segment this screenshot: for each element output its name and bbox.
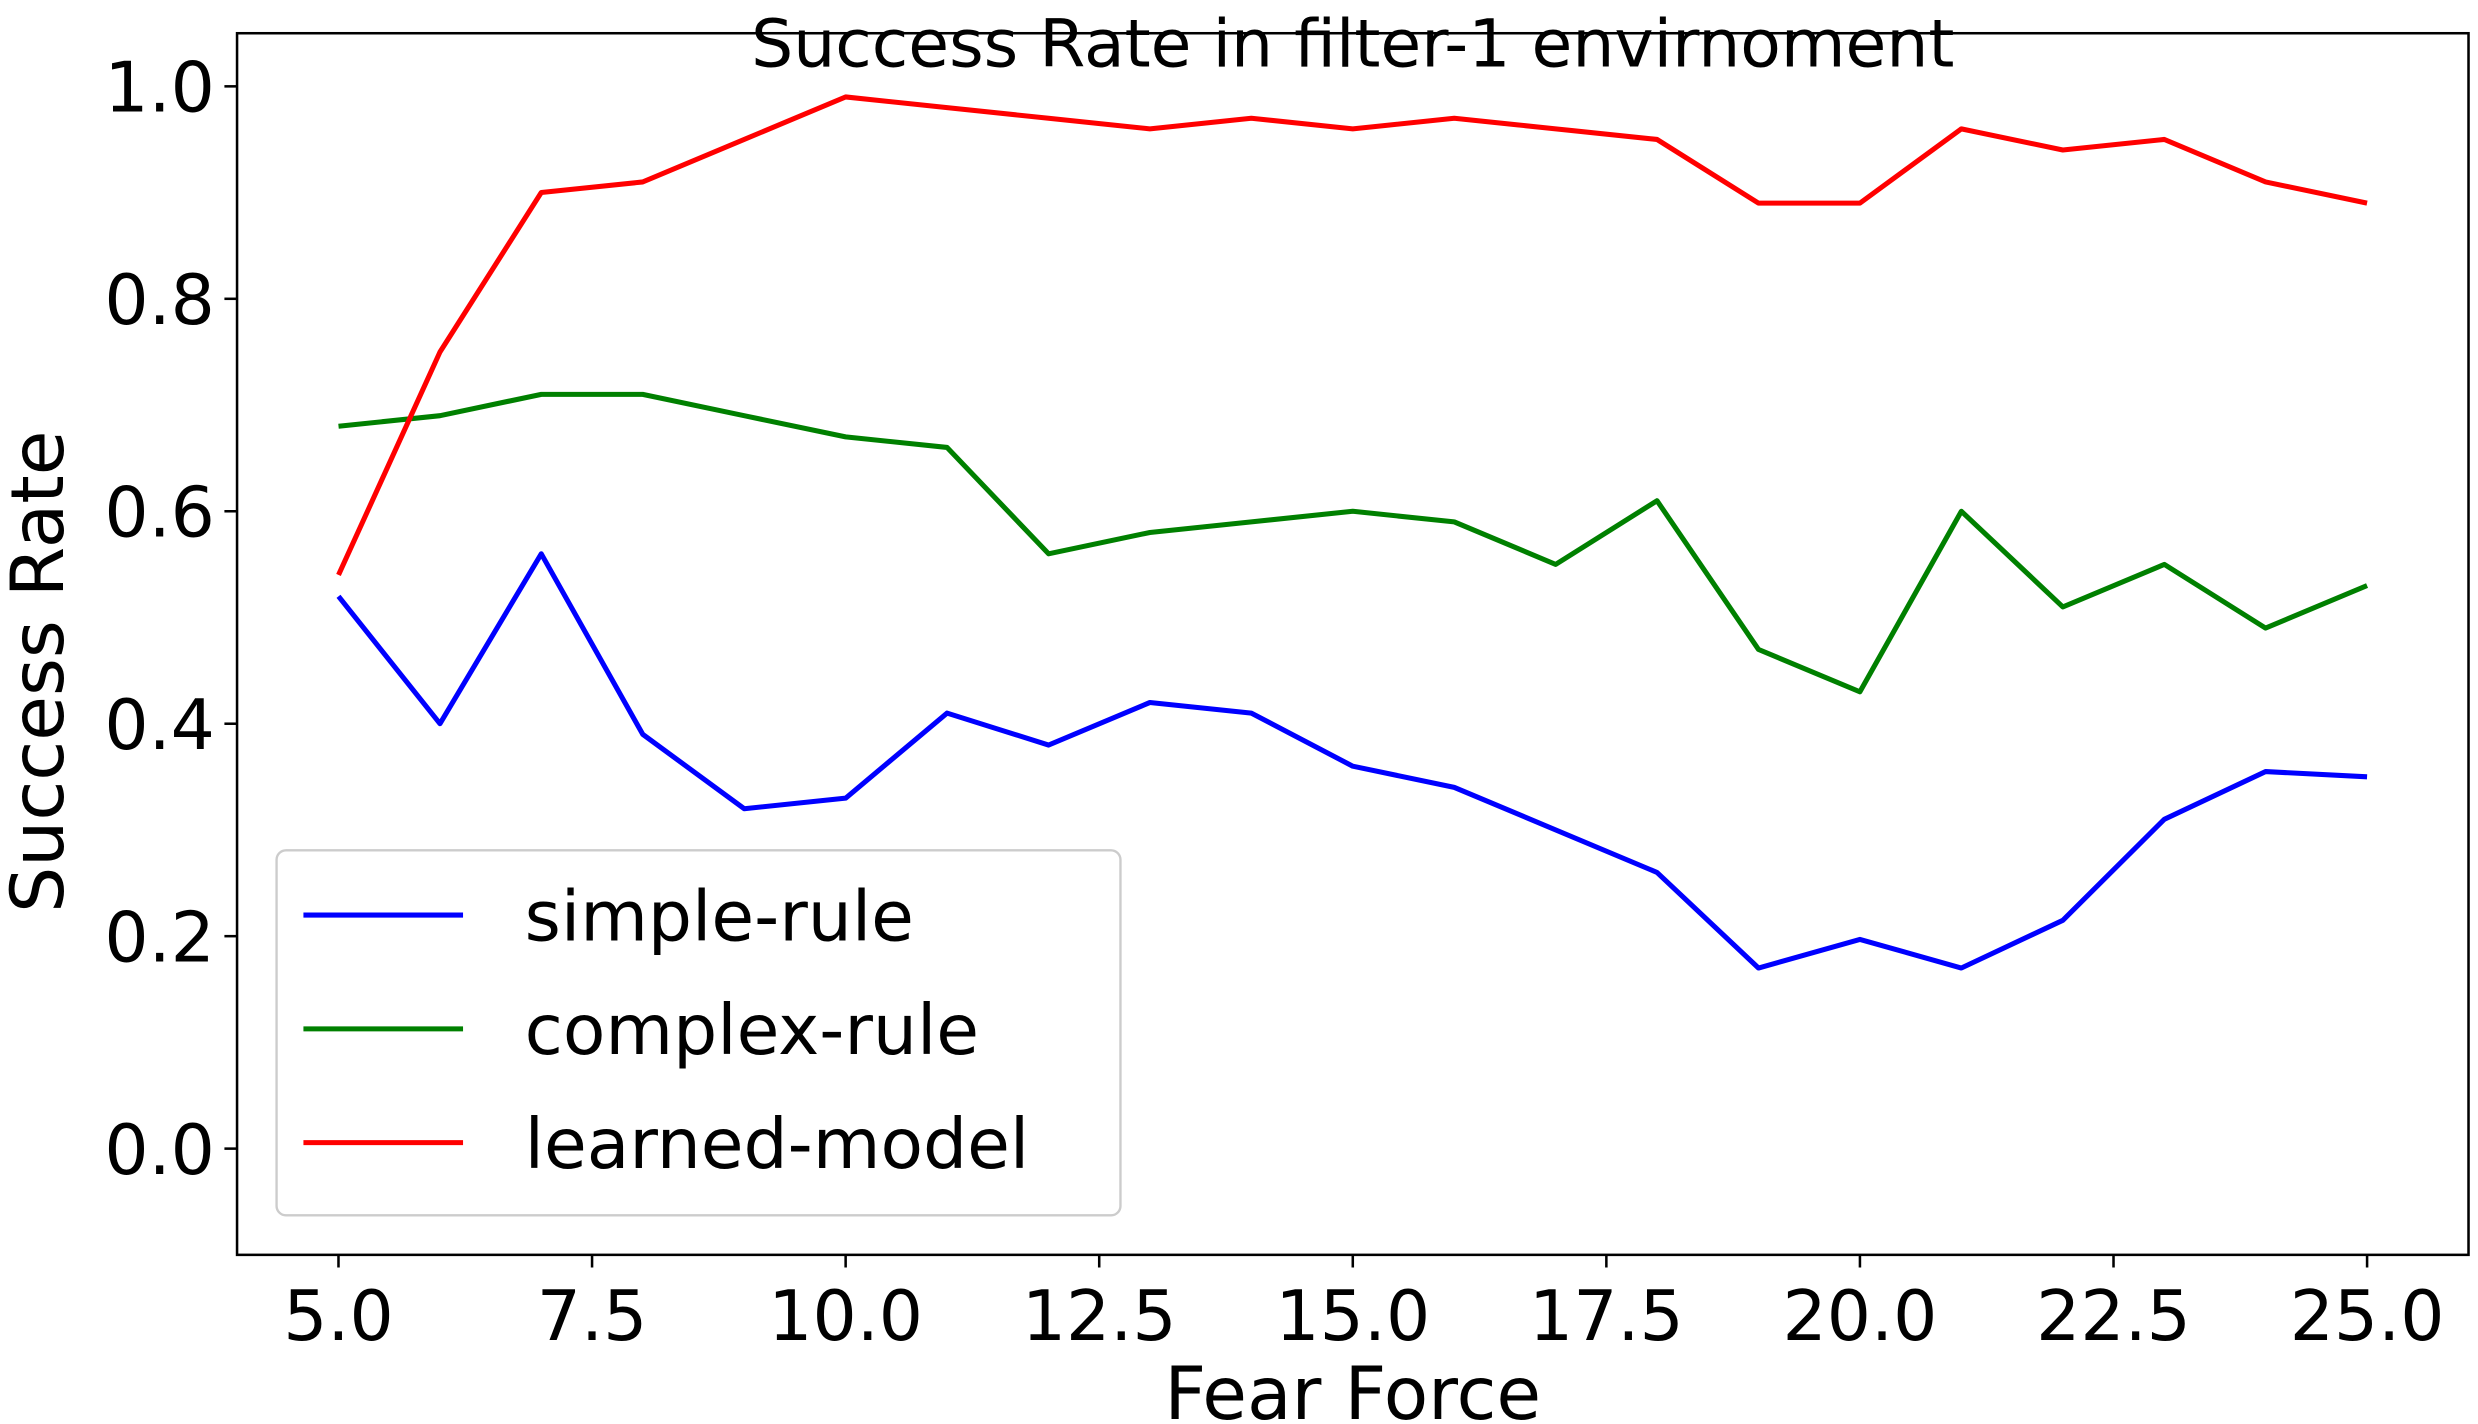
- legend: simple-rule complex-rule learned-model: [275, 849, 1122, 1217]
- legend-label: complex-rule: [525, 990, 979, 1071]
- x-tick-label: 5.0: [283, 1276, 394, 1357]
- series-line-simple-rule: [336, 551, 2368, 971]
- x-tick-label: 12.5: [1022, 1276, 1177, 1357]
- x-tick-label: 25.0: [2290, 1276, 2445, 1357]
- x-tick-label: 7.5: [537, 1276, 648, 1357]
- y-axis-label: Success Rate: [0, 431, 81, 913]
- chart-title: Success Rate in filter-1 envirnoment: [751, 4, 1954, 82]
- y-tick-label: 0.4: [104, 685, 215, 766]
- legend-label: simple-rule: [525, 876, 914, 957]
- x-tick-label: 20.0: [1783, 1276, 1938, 1357]
- x-tick-label: 17.5: [1529, 1276, 1684, 1357]
- y-tick-label: 0.8: [104, 260, 215, 341]
- y-tick-label: 0.2: [104, 897, 215, 978]
- y-tick-label: 0.0: [104, 1110, 215, 1191]
- series-line-learned-model: [336, 94, 2368, 577]
- x-tick-label: 22.5: [2036, 1276, 2191, 1357]
- y-tick-label: 0.6: [104, 473, 215, 554]
- x-tick-label: 15.0: [1275, 1276, 1430, 1357]
- x-axis-label: Fear Force: [1164, 1353, 1541, 1424]
- legend-box: [275, 849, 1122, 1217]
- x-tick-label: 10.0: [768, 1276, 923, 1357]
- series-line-complex-rule: [338, 391, 2369, 695]
- legend-label: learned-model: [525, 1104, 1030, 1185]
- y-tick-label: 1.0: [104, 48, 215, 129]
